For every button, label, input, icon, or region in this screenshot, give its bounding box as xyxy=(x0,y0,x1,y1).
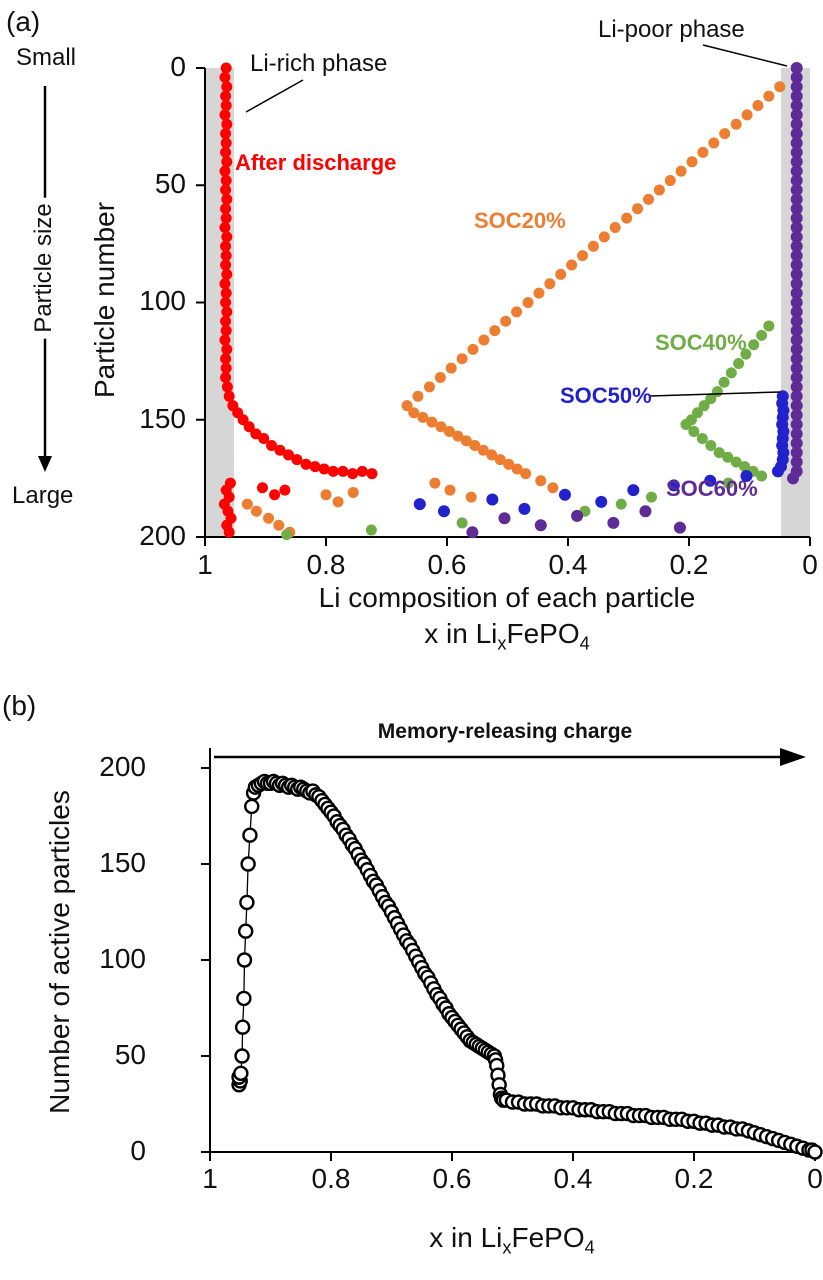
soc50-label: SOC50% xyxy=(560,383,652,408)
panel-a-x-tick: 0.8 xyxy=(306,549,346,580)
panel-a-y-tick: 50 xyxy=(154,168,186,199)
formula-sub-x: x xyxy=(497,633,507,654)
formula-text: FePO xyxy=(506,618,580,649)
formula-text: FePO xyxy=(511,1222,585,1253)
panel-a-y-tick: 200 xyxy=(139,520,186,551)
panel-b-y-tick: 100 xyxy=(99,943,146,974)
panel-a-x-axis-title-line1: Li composition of each particle xyxy=(318,582,696,613)
panel-b-x-tick: 0.4 xyxy=(553,1163,593,1194)
formula-sub-x: x xyxy=(502,1237,512,1258)
li-poor-phase-label: Li-poor phase xyxy=(598,16,745,43)
soc60-label: SOC60% xyxy=(666,476,758,501)
panel-a-y-tick: 0 xyxy=(170,51,186,82)
panel-b-x-tick: 0 xyxy=(807,1163,823,1194)
panel-b-x-tick: 0.8 xyxy=(311,1163,351,1194)
panel-a-x-axis-title-formula: x in LixFePO4 xyxy=(424,618,590,655)
particle-size-large-label: Large xyxy=(12,482,74,509)
after-discharge-label: After discharge xyxy=(235,150,397,175)
panel-a-x-tick: 0.6 xyxy=(427,549,467,580)
panel-b-x-axis-title-formula: x in LixFePO4 xyxy=(429,1222,595,1259)
panel-a-y-tick: 100 xyxy=(139,285,186,316)
panel-b-y-tick: 200 xyxy=(99,751,146,782)
soc40-label: SOC40% xyxy=(655,330,747,355)
formula-sub-4: 4 xyxy=(584,1237,595,1258)
soc20-label: SOC20% xyxy=(474,208,566,233)
li-rich-phase-label: Li-rich phase xyxy=(250,50,388,77)
panel-a-x-tick: 1 xyxy=(197,549,213,580)
formula-text: x in Li xyxy=(424,618,498,649)
formula-sub-4: 4 xyxy=(579,633,590,654)
memory-releasing-charge-label: Memory-releasing charge xyxy=(377,720,633,743)
panel-b-x-tick: 0.2 xyxy=(674,1163,714,1194)
panel-b-y-tick: 50 xyxy=(114,1039,146,1070)
panel-b-y-tick: 0 xyxy=(130,1135,146,1166)
panel-b-y-tick: 150 xyxy=(99,847,146,878)
panel-a-y-tick: 150 xyxy=(139,403,186,434)
panel-a-x-tick: 0 xyxy=(802,549,818,580)
particle-size-small-label: Small xyxy=(16,44,77,71)
panel-a-x-tick: 0.2 xyxy=(669,549,709,580)
panel-b-label: (b) xyxy=(2,690,37,721)
panel-a-x-tick: 0.4 xyxy=(548,549,588,580)
panel-b-x-tick: 0.6 xyxy=(432,1163,472,1194)
particle-size-axis-label: Particle size xyxy=(26,197,62,339)
formula-text: x in Li xyxy=(429,1222,503,1253)
panel-a-label: (a) xyxy=(6,6,41,37)
panel-b-x-tick: 1 xyxy=(202,1163,218,1194)
